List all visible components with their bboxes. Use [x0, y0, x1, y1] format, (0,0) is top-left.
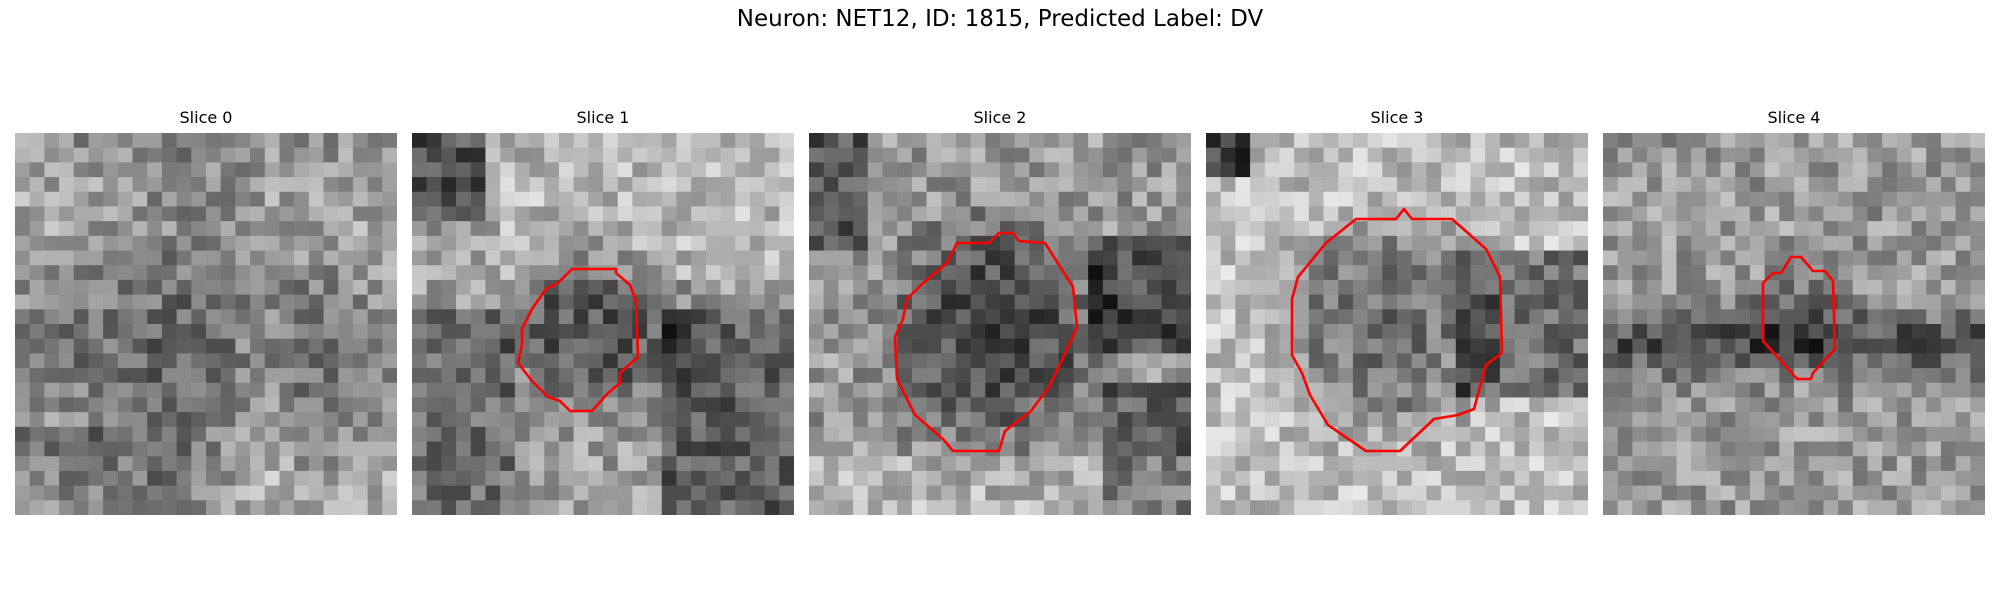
- slice-title: Slice 1: [576, 108, 630, 127]
- figure-title: Neuron: NET12, ID: 1815, Predicted Label…: [736, 6, 1264, 32]
- slice-image-canvas: [15, 133, 397, 515]
- slice-panel-0: Slice 0: [15, 108, 397, 522]
- pixel-grid: [15, 133, 397, 515]
- slice-image-canvas: [809, 133, 1191, 515]
- slice-image: [412, 133, 794, 515]
- pixel-grid: [412, 133, 794, 515]
- slice-panel-4: Slice 4: [1603, 108, 1985, 522]
- slice-image: [809, 133, 1191, 515]
- slice-image-canvas: [1206, 133, 1588, 515]
- slice-image: [1206, 133, 1588, 515]
- slice-image-canvas: [1603, 133, 1985, 515]
- slice-title: Slice 3: [1370, 108, 1424, 127]
- pixel-grid: [1206, 133, 1588, 515]
- pixel-grid: [809, 133, 1191, 515]
- slice-title: Slice 2: [973, 108, 1027, 127]
- slice-image: [1603, 133, 1985, 515]
- slice-image: [15, 133, 397, 515]
- segmentation-outline: [1761, 255, 1837, 381]
- slice-panel-3: Slice 3: [1206, 108, 1588, 522]
- slice-title: Slice 0: [179, 108, 233, 127]
- slice-panel-2: Slice 2: [809, 108, 1191, 522]
- segmentation-outline: [1290, 207, 1504, 453]
- slice-image-canvas: [412, 133, 794, 515]
- segmentation-outline: [893, 231, 1079, 453]
- slice-title: Slice 4: [1767, 108, 1821, 127]
- slice-panel-1: Slice 1: [412, 108, 794, 522]
- pixel-grid: [1603, 133, 1985, 515]
- segmentation-outline: [516, 267, 640, 413]
